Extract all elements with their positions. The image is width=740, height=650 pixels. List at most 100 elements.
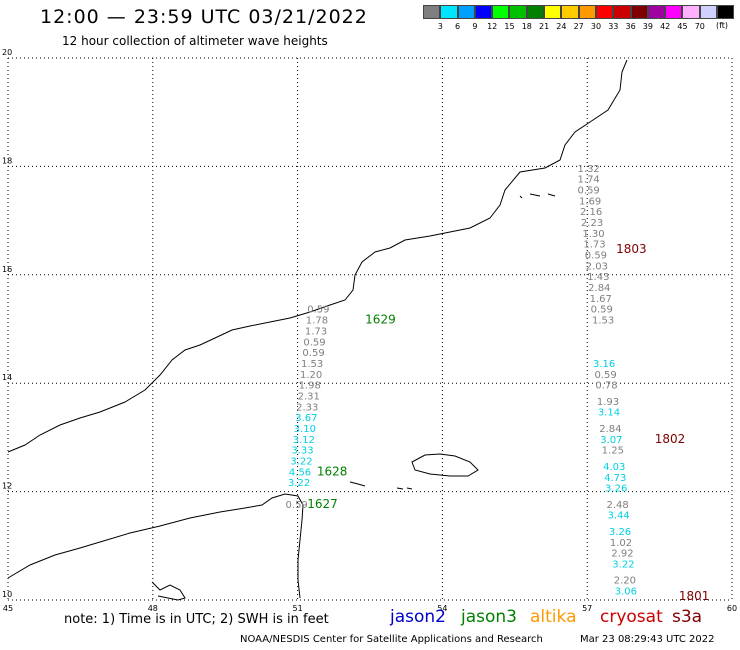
colorbar-label: 45 <box>677 22 688 31</box>
colorbar-swatch <box>440 5 458 19</box>
longitude-tick-label: 48 <box>148 604 158 613</box>
swh-value: 2.33 <box>296 402 318 413</box>
map-title: 12:00 — 23:59 UTC 03/21/2022 <box>40 6 368 28</box>
pass-time-label: 1801 <box>679 589 710 603</box>
swh-value: 2.23 <box>581 218 603 229</box>
swh-value: 4.03 <box>603 462 625 473</box>
colorbar-label: 36 <box>625 22 636 31</box>
swh-value: 1.02 <box>610 538 632 549</box>
swh-value: 1.25 <box>602 446 624 457</box>
colorbar-label: 30 <box>590 22 602 31</box>
colorbar-label: 18 <box>521 22 532 31</box>
swh-value: 2.16 <box>580 207 602 218</box>
colorbar-swatch <box>682 5 700 19</box>
colorbar-swatch <box>423 5 441 19</box>
colorbar-swatch <box>526 5 545 19</box>
colorbar-label: 12 <box>487 22 498 31</box>
latitude-tick-label: 14 <box>2 373 12 382</box>
latitude-tick-label: 10 <box>2 590 12 599</box>
colorbar-label: 39 <box>642 22 653 31</box>
swh-value: 1.53 <box>592 316 614 327</box>
yemen-oman-coastline <box>7 59 628 453</box>
latitude-tick-label: 20 <box>2 48 12 57</box>
colorbar-swatch <box>509 5 527 19</box>
longitude-tick-label: 51 <box>293 604 303 613</box>
satellite-tracks: 0.593.224.563.223.333.123.103.672.332.31… <box>286 164 710 603</box>
colorbar-swatch <box>578 5 596 19</box>
legend-s3a: s3a <box>672 607 703 627</box>
colorbar-swatch <box>647 5 666 19</box>
swh-value: 2.92 <box>611 549 633 560</box>
swh-value: 3.16 <box>593 359 615 370</box>
swh-value: 3.07 <box>600 435 622 446</box>
swh-value: 4.73 <box>604 473 626 484</box>
colorbar-swatch <box>717 5 735 19</box>
pass-time-label: 1629 <box>365 313 396 327</box>
swh-value: 3.14 <box>598 408 620 419</box>
colorbar-label: 3 <box>437 22 443 31</box>
swh-value: 1.67 <box>590 294 612 305</box>
swh-value: 3.12 <box>293 435 315 446</box>
swh-value: 2.20 <box>614 576 636 587</box>
swh-value: 1.69 <box>579 196 601 207</box>
swh-value: 3.33 <box>291 446 313 457</box>
somalia-inland-patch <box>151 581 186 601</box>
swh-value: 1.20 <box>300 370 322 381</box>
colorbar-label: 9 <box>472 22 478 31</box>
longitude-tick-label: 60 <box>727 604 737 613</box>
swh-value: 1.74 <box>578 175 600 186</box>
swh-value: 3.26 <box>605 484 627 495</box>
swh-value: 0.59 <box>303 337 325 348</box>
swh-value: 2.48 <box>607 500 629 511</box>
swh-value: 0.59 <box>302 348 324 359</box>
swh-value: 3.26 <box>609 527 631 538</box>
generated-timestamp: Mar 23 08:29:43 UTC 2022 <box>580 634 715 645</box>
pass-time-label: 1628 <box>317 464 348 478</box>
swh-value: 0.59 <box>307 305 329 316</box>
swh-value: 3.44 <box>607 511 629 522</box>
colorbar-swatch <box>474 5 493 19</box>
swh-value: 1.93 <box>597 397 619 408</box>
swh-value: 2.03 <box>586 261 608 272</box>
credit-line: NOAA/NESDIS Center for Satellite Applica… <box>240 634 543 645</box>
islands-small <box>349 193 556 490</box>
swh-value: 3.06 <box>615 587 637 598</box>
swh-value: 3.22 <box>612 559 634 570</box>
swh-value: 1.73 <box>583 240 605 251</box>
colorbar-swatch <box>457 5 475 19</box>
swh-value: 3.22 <box>288 478 310 489</box>
pass-time-label: 1627 <box>307 497 338 511</box>
swh-value: 3.10 <box>294 424 316 435</box>
colorbar-swatch <box>630 5 648 19</box>
wave-height-colorbar <box>423 5 735 19</box>
legend-jason3: jason3 <box>461 607 517 627</box>
longitude-tick-label: 45 <box>3 604 13 613</box>
colorbar-label: 24 <box>556 22 567 31</box>
socotra-island <box>411 453 479 477</box>
pass-time-label: 1803 <box>616 242 647 256</box>
swh-value: 1.78 <box>306 316 328 327</box>
swh-value: 0.59 <box>594 370 616 381</box>
legend-jason2: jason2 <box>390 607 446 627</box>
colorbar-swatch <box>699 5 718 19</box>
somalia-coastline <box>7 493 304 599</box>
swh-value: 2.31 <box>298 391 320 402</box>
longitude-tick-label: 57 <box>582 604 592 613</box>
colorbar-swatch <box>544 5 562 19</box>
footer-note: note: 1) Time is in UTC; 2) SWH is in fe… <box>64 612 329 627</box>
swh-value: 2.84 <box>599 424 621 435</box>
colorbar-label: 33 <box>608 22 619 31</box>
graticule: 45 48 51 54 57 60 20 18 16 14 12 10 <box>2 48 737 613</box>
swh-value: 1.43 <box>587 272 609 283</box>
swh-value: 0.59 <box>591 305 613 316</box>
colorbar-label: 42 <box>660 22 671 31</box>
colorbar-swatch <box>492 5 510 19</box>
colorbar-swatch <box>613 5 631 19</box>
colorbar-label: 27 <box>573 22 584 31</box>
swh-value: 0.78 <box>595 381 617 392</box>
colorbar-swatch <box>665 5 683 19</box>
colorbar-unit: (ft) <box>716 21 729 30</box>
legend-cryosat: cryosat <box>600 607 663 627</box>
latitude-tick-label: 12 <box>2 482 12 491</box>
